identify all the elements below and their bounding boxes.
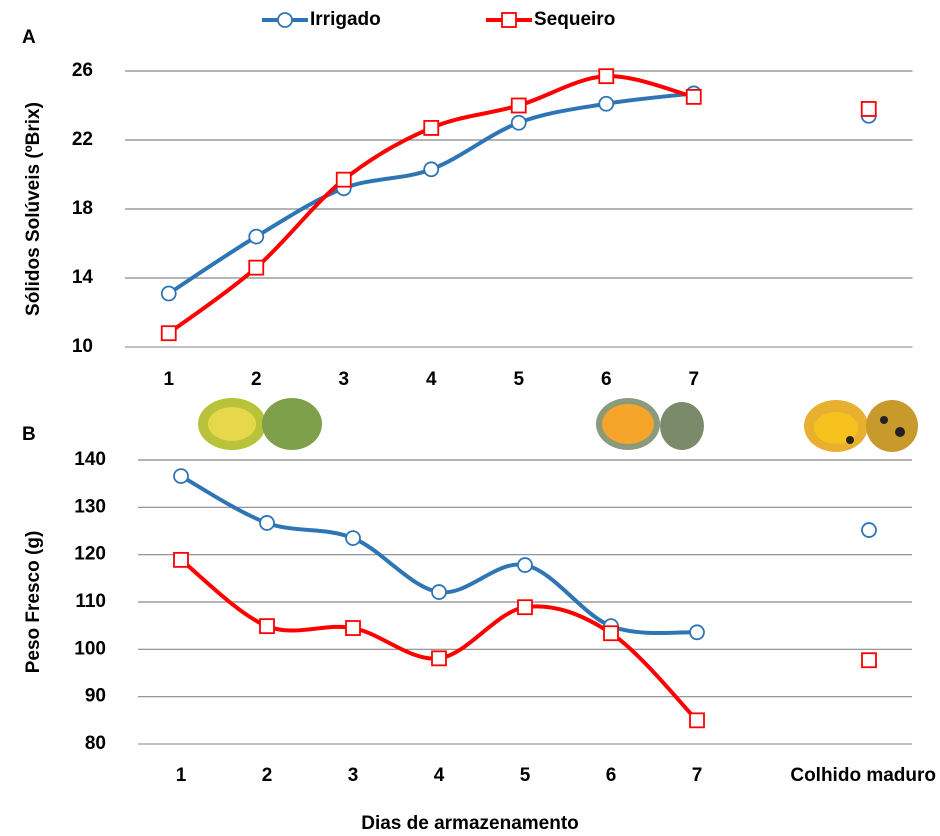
- data-point: [512, 99, 526, 113]
- data-point: [862, 102, 876, 116]
- y-tick-label: 90: [85, 686, 106, 707]
- y-tick-label: 130: [74, 496, 106, 517]
- y-tick-label: 26: [72, 60, 93, 81]
- data-point: [346, 531, 360, 545]
- y-tick-label: 80: [85, 733, 106, 754]
- data-point: [690, 625, 704, 639]
- x-tick-label: 4: [426, 369, 437, 390]
- x-tick-label: 1: [176, 765, 187, 786]
- data-point: [249, 230, 263, 244]
- x-tick-label: 6: [601, 369, 612, 390]
- x-tick-label: 2: [251, 369, 262, 390]
- y-tick-label: 100: [74, 638, 106, 659]
- data-point: [424, 162, 438, 176]
- data-point: [604, 626, 618, 640]
- x-tick-label: 7: [692, 765, 703, 786]
- x-axis-title: Dias de armazenamento: [361, 813, 579, 834]
- y-tick-label: 140: [74, 449, 106, 470]
- data-point: [518, 558, 532, 572]
- y-tick-label: 10: [72, 336, 93, 357]
- x-tick-label: 2: [262, 765, 273, 786]
- data-point: [599, 69, 613, 83]
- x-tick-label: 5: [520, 765, 531, 786]
- data-point: [346, 621, 360, 635]
- panel-label: A: [22, 27, 36, 48]
- data-point: [260, 516, 274, 530]
- data-point: [687, 90, 701, 104]
- legend-marker: [278, 13, 292, 27]
- legend-label: Sequeiro: [534, 9, 615, 30]
- x-tick-label: 6: [606, 765, 617, 786]
- x-tick-label: 1: [163, 369, 174, 390]
- y-tick-label: 22: [72, 129, 93, 150]
- fruit-photo: [596, 398, 704, 450]
- data-point: [162, 287, 176, 301]
- data-point: [512, 116, 526, 130]
- data-point: [432, 651, 446, 665]
- x-tick-label: 7: [688, 369, 699, 390]
- series-line: [169, 76, 869, 333]
- data-point: [162, 326, 176, 340]
- y-tick-label: 110: [75, 591, 106, 612]
- x-tick-label: Colhido maduro: [790, 765, 936, 786]
- y-axis-title: Peso Fresco (g): [23, 531, 44, 674]
- data-point: [260, 619, 274, 633]
- data-point: [432, 585, 446, 599]
- x-tick-label: 3: [338, 369, 349, 390]
- data-point: [424, 121, 438, 135]
- data-point: [518, 600, 532, 614]
- data-point: [337, 173, 351, 187]
- panel-label: B: [22, 424, 36, 445]
- fruit-photo: [804, 400, 918, 452]
- y-tick-label: 18: [72, 198, 93, 219]
- x-tick-label: 3: [348, 765, 359, 786]
- legend-label: Irrigado: [310, 9, 381, 30]
- x-tick-label: 4: [434, 765, 445, 786]
- y-tick-label: 14: [72, 267, 94, 288]
- y-tick-label: 120: [74, 544, 106, 565]
- data-point: [862, 653, 876, 667]
- data-point: [690, 713, 704, 727]
- legend-marker: [502, 13, 516, 27]
- data-point: [174, 469, 188, 483]
- x-tick-label: 5: [513, 369, 524, 390]
- y-axis-title: Sólidos Solúveis (ºBrix): [23, 102, 44, 316]
- figure: A1014182226Sólidos Solúveis (ºBrix)12345…: [0, 0, 940, 836]
- fruit-photo: [198, 398, 322, 450]
- data-point: [174, 553, 188, 567]
- data-point: [862, 523, 876, 537]
- data-point: [599, 97, 613, 111]
- data-point: [249, 261, 263, 275]
